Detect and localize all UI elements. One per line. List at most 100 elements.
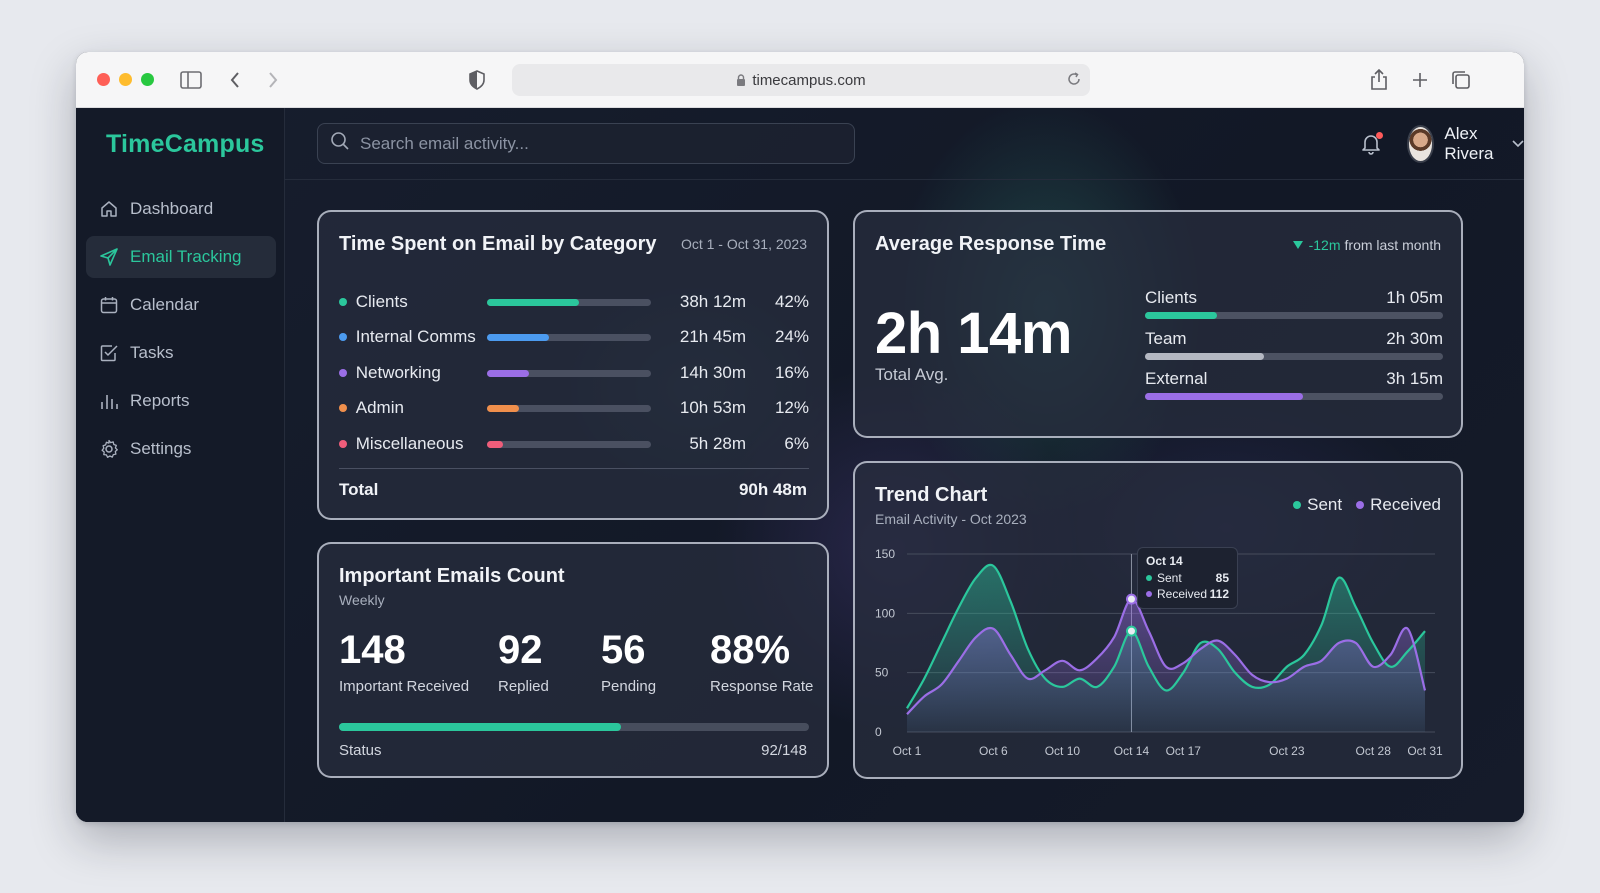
- category-swatch: [339, 440, 347, 448]
- series-line-sent: [906, 563, 1426, 709]
- response-time: 3h 15m: [1386, 369, 1443, 388]
- stat-value-response-rate: 88%: [710, 628, 791, 672]
- tooltip-value: 85: [1215, 571, 1229, 585]
- card-title: Trend Chart: [875, 484, 988, 506]
- sidebar-item-reports[interactable]: Reports: [86, 380, 276, 422]
- response-bar-fill: [1145, 353, 1265, 360]
- tooltip-date: Oct 14: [1146, 554, 1183, 568]
- gear-icon: [98, 438, 120, 460]
- sidebar-toggle-icon[interactable]: [178, 67, 204, 93]
- sidebar-item-settings[interactable]: Settings: [86, 428, 276, 470]
- response-category: Clients: [1145, 288, 1197, 307]
- shield-icon[interactable]: [464, 67, 490, 93]
- category-row[interactable]: Internal Comms 21h 45m 24%: [339, 325, 809, 349]
- category-row[interactable]: Clients 38h 12m 42%: [339, 290, 809, 314]
- forward-icon[interactable]: [260, 67, 286, 93]
- sidebar-item-label: Calendar: [130, 295, 199, 314]
- card-title: Important Emails Count: [339, 565, 565, 587]
- x-tick-label: Oct 1: [893, 744, 922, 758]
- chevron-down-icon[interactable]: [1512, 135, 1524, 153]
- tooltip-value: 112: [1209, 587, 1229, 601]
- legend-label: Received: [1370, 495, 1441, 514]
- legend-item-sent[interactable]: Sent: [1293, 495, 1342, 515]
- search-icon: [330, 131, 350, 156]
- x-tick-label: Oct 31: [1407, 744, 1443, 758]
- category-bar-fill: [486, 369, 530, 377]
- reload-icon[interactable]: [1066, 71, 1082, 91]
- close-window-button[interactable]: [97, 73, 110, 86]
- card-title: Average Response Time: [875, 233, 1107, 255]
- search-input[interactable]: [360, 133, 820, 154]
- category-bar-fill: [486, 333, 550, 341]
- share-icon[interactable]: [1366, 67, 1392, 93]
- status-progress-fill: [339, 723, 621, 731]
- tooltip-swatch: [1146, 575, 1152, 581]
- sidebar-item-label: Email Tracking: [130, 247, 242, 266]
- response-bar: [1145, 312, 1443, 319]
- sidebar-item-label: Dashboard: [130, 199, 214, 218]
- category-bar-fill: [486, 298, 579, 306]
- minimize-window-button[interactable]: [119, 73, 132, 86]
- sidebar-item-label: Tasks: [130, 343, 174, 362]
- legend-item-received[interactable]: Received: [1356, 495, 1441, 515]
- legend-swatch: [1356, 501, 1365, 509]
- new-tab-icon[interactable]: [1407, 67, 1433, 93]
- category-row[interactable]: Miscellaneous 5h 28m 6%: [339, 432, 809, 456]
- sidebar-item-dashboard[interactable]: Dashboard: [86, 188, 276, 230]
- category-name: Clients: [355, 292, 408, 311]
- response-row: Clients 1h 05m: [1145, 288, 1443, 319]
- important-emails-card: Important Emails Count Weekly 148 Import…: [317, 542, 829, 778]
- x-tick-label: Oct 14: [1114, 744, 1150, 758]
- response-bar-fill: [1145, 312, 1217, 319]
- sidebar-item-calendar[interactable]: Calendar: [86, 284, 276, 326]
- tooltip-row-sent: Sent 85: [1146, 571, 1229, 585]
- tabs-overview-icon[interactable]: [1448, 67, 1474, 93]
- avatar[interactable]: [1407, 125, 1435, 163]
- category-percent: 16%: [774, 363, 809, 382]
- trend-chart: 0 50 100 150 Oct 1 Oct 6 Oct 10 Oct 14 Oct 17 Oct…: [875, 547, 1443, 758]
- category-row[interactable]: Admin 10h 53m 12%: [339, 396, 809, 420]
- status-progress-bar: [339, 723, 809, 731]
- status-label: Status: [339, 742, 382, 759]
- sidebar-item-email-tracking[interactable]: Email Tracking: [86, 236, 276, 278]
- category-row[interactable]: Networking 14h 30m 16%: [339, 361, 809, 385]
- brand-logo[interactable]: TimeCampus: [106, 130, 265, 158]
- category-swatch: [339, 333, 347, 341]
- sidebar-item-label: Settings: [130, 439, 192, 458]
- response-bar: [1145, 393, 1443, 400]
- series-line-received: [906, 598, 1427, 715]
- category-bar: [486, 404, 652, 412]
- total-value: 90h 48m: [738, 480, 807, 499]
- category-time: 21h 45m: [679, 327, 747, 346]
- zoom-window-button[interactable]: [141, 73, 154, 86]
- category-percent: 42%: [774, 292, 809, 311]
- y-tick-label: 100: [875, 606, 895, 620]
- category-swatch: [339, 298, 347, 306]
- response-row: External 3h 15m: [1145, 369, 1443, 400]
- change-indicator: -12m from last month: [1292, 237, 1441, 253]
- category-name: Miscellaneous: [355, 434, 464, 453]
- response-row: Team 2h 30m: [1145, 329, 1443, 360]
- tooltip-swatch: [1146, 591, 1152, 597]
- lock-icon: [736, 73, 746, 87]
- notifications-button[interactable]: [1359, 131, 1385, 157]
- category-time: 38h 12m: [679, 292, 747, 311]
- date-range: Oct 1 - Oct 31, 2023: [680, 236, 807, 252]
- response-category: Team: [1145, 329, 1187, 348]
- user-menu[interactable]: Alex Rivera: [1407, 124, 1524, 164]
- response-time: 1h 05m: [1386, 288, 1443, 307]
- stat-label-received: Important Received: [339, 678, 470, 695]
- stat-value-replied: 92: [498, 628, 543, 672]
- status-value: 92/148: [761, 742, 807, 759]
- sidebar-item-tasks[interactable]: Tasks: [86, 332, 276, 374]
- notification-badge: [1376, 132, 1383, 139]
- x-tick-label: Oct 10: [1045, 744, 1081, 758]
- x-tick-label: Oct 23: [1269, 744, 1305, 758]
- time-by-category-card: Time Spent on Email by Category Oct 1 - …: [317, 210, 829, 520]
- legend-label: Sent: [1307, 495, 1343, 514]
- user-name: Alex Rivera: [1444, 124, 1494, 163]
- card-subtitle: Weekly: [339, 592, 385, 608]
- chart-tooltip: Oct 14 Sent 85 Received 112: [1137, 547, 1238, 609]
- address-bar[interactable]: timecampus.com: [512, 64, 1090, 96]
- back-icon[interactable]: [222, 67, 248, 93]
